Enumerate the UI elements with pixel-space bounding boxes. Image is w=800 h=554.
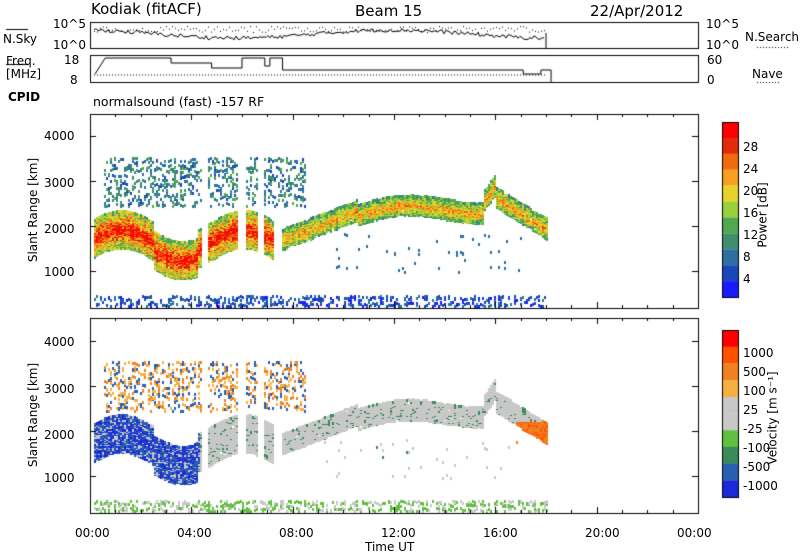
x-tick-0800: 08:00 [279,526,314,540]
freq-left-label: Freq. [6,54,36,68]
velocity-cbar-tick-1000: 1000 [743,346,774,360]
velocity-y-tick-4000: 4000 [44,335,75,349]
power-cbar-tick-28: 28 [743,140,759,154]
power-ylabel: Slant Range [km] [26,157,41,263]
noise-right-tick-high: 10^5 [706,17,739,31]
x-tick-2400: 00:00 [677,526,712,540]
power-y-tick-2000: 2000 [44,222,75,236]
x-tick-0400: 04:00 [177,526,212,540]
power-cbar-tick-4: 4 [743,272,751,286]
noise-right-tick-low: 10^0 [706,38,739,52]
velocity-cbar-tick-100: 100 [743,384,766,398]
freq-left-tick-low: 8 [70,73,78,87]
velocity-cbar-tick-neg25: -25 [743,422,763,436]
velocity-cbar-tick-neg100: -100 [743,441,771,455]
power-cbar-label: Power [dB] [755,182,770,248]
freq-left-unit: [MHz] [6,67,42,81]
power-cbar-tick-24: 24 [743,162,759,176]
velocity-cbar-tick-25: 25 [743,403,759,417]
noise-left-tick-low: 10^0 [53,38,86,52]
power-y-tick-3000: 3000 [44,176,75,190]
power-cbar-tick-12: 12 [743,228,759,242]
date-title: 22/Apr/2012 [590,2,684,20]
velocity-ylabel: Slant Range [km] [26,362,41,468]
x-tick-2000: 20:00 [585,526,620,540]
velocity-y-tick-2000: 2000 [44,428,75,442]
velocity-cbar-label: Velocity [m s⁻¹] [765,371,780,465]
cpid-label: CPID [8,90,41,104]
velocity-y-tick-1000: 1000 [44,471,75,485]
freq-left-tick-high: 18 [64,53,80,67]
power-y-tick-4000: 4000 [44,129,75,143]
noise-right-label: N.Search [745,30,800,44]
velocity-cbar-tick-neg1000: -1000 [743,479,778,493]
power-cbar-tick-8: 8 [743,250,751,264]
noise-left-tick-high: 10^5 [53,17,86,31]
cpid-value: normalsound (fast) -157 RF [93,94,265,109]
station-title: Kodiak (fitACF) [91,0,202,18]
x-axis-label: Time UT [365,540,415,554]
velocity-cbar-tick-500: 500 [743,365,766,379]
velocity-y-tick-3000: 3000 [44,382,75,396]
noise-left-label: N.Sky [3,32,38,46]
power-cbar-tick-16: 16 [743,206,759,220]
x-tick-1200: 12:00 [381,526,416,540]
power-y-tick-1000: 1000 [44,265,75,279]
nave-right-tick-low: 0 [707,73,715,87]
nave-right-label: Nave [752,67,783,81]
x-tick-0000: 00:00 [75,526,110,540]
beam-title: Beam 15 [355,2,423,20]
velocity-cbar-tick-neg500: -500 [743,460,771,474]
nave-right-tick-high: 60 [707,53,723,67]
x-tick-1600: 16:00 [483,526,518,540]
power-cbar-tick-20: 20 [743,184,759,198]
